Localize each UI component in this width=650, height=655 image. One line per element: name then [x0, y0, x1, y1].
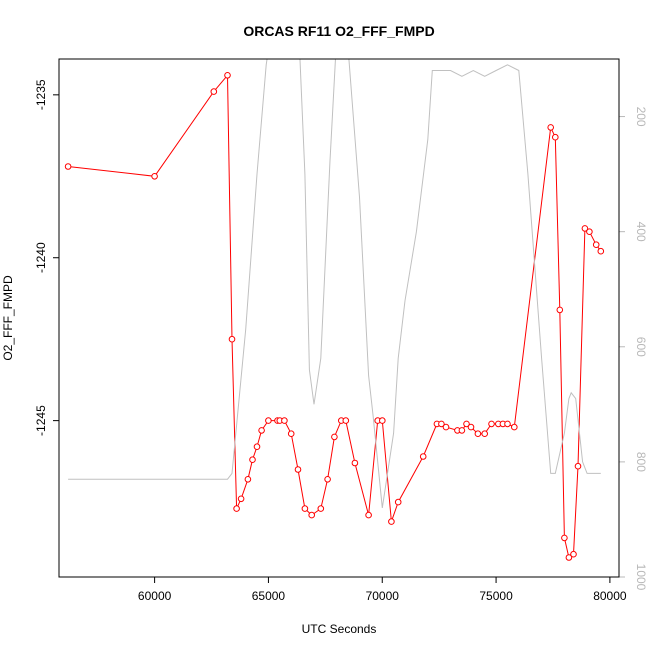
series-0-point-53	[586, 228, 593, 235]
series-0-point-25	[365, 511, 372, 519]
series-0-point-24	[351, 459, 359, 467]
series-0-point-2	[210, 88, 218, 95]
x-tick-label-4: 80000	[593, 589, 627, 603]
series-0-point-17	[301, 505, 309, 512]
series-0-point-50	[570, 550, 577, 558]
chart-title: ORCAS RF11 O2_FFF_FMPD	[243, 23, 434, 39]
series-0-point-38	[474, 430, 482, 438]
series-0-point-44	[511, 423, 518, 431]
series-0-point-47	[556, 306, 564, 314]
series-0-point-32	[438, 420, 445, 428]
series-1-group	[68, 59, 601, 508]
series-0-point-8	[249, 456, 256, 464]
series-0-point-1	[151, 173, 158, 180]
series-0-point-9	[253, 443, 261, 451]
y-tick-label-2: -1245	[34, 405, 48, 436]
series-0-point-28	[388, 518, 395, 525]
series-0-point-16	[294, 466, 302, 473]
series-0-point-15	[287, 430, 295, 438]
series-0-point-30	[419, 453, 427, 460]
series-0-point-4	[228, 335, 236, 343]
series-0-point-3	[224, 72, 231, 79]
series-0-point-7	[244, 476, 252, 483]
series-0-point-39	[481, 430, 489, 438]
series-0-point-54	[592, 241, 600, 248]
series-0-point-29	[394, 498, 402, 506]
y2-tick-label-2: 600	[634, 337, 648, 357]
series-0-point-11	[265, 417, 272, 424]
series-0-point-20	[324, 476, 331, 483]
x-tick-label-3: 75000	[479, 589, 513, 603]
y2-tick-label-4: 1000	[634, 564, 648, 591]
series-0-point-36	[463, 420, 470, 428]
series-0-point-14	[281, 417, 288, 424]
series-layer	[64, 59, 605, 561]
series-1-line	[68, 59, 601, 508]
x-axis-label: UTC Seconds	[302, 622, 377, 636]
series-0-point-37	[467, 423, 475, 431]
series-0-point-33	[442, 423, 450, 431]
series-0-point-21	[331, 433, 338, 441]
series-0-point-5	[233, 505, 240, 512]
series-0-point-27	[379, 417, 386, 424]
y2-tick-label-0: 200	[634, 107, 648, 127]
series-0-point-52	[581, 225, 589, 232]
series-0-point-45	[547, 124, 555, 131]
series-0-point-55	[597, 247, 605, 255]
y2-tick-label-1: 400	[634, 222, 648, 242]
y-tick-label-0: -1235	[34, 79, 48, 110]
series-0-point-19	[317, 505, 325, 512]
series-0-point-23	[342, 417, 350, 424]
series-0-point-48	[561, 534, 568, 542]
y-tick-label-1: -1240	[34, 242, 48, 273]
series-0-point-10	[258, 427, 265, 434]
y2-tick-label-3: 800	[634, 452, 648, 472]
x-tick-label-1: 65000	[252, 589, 286, 603]
series-0-point-51	[574, 462, 582, 470]
series-0-point-0	[64, 163, 72, 170]
series-0-point-46	[552, 133, 559, 141]
x-tick-label-0: 60000	[138, 589, 172, 603]
series-0-point-43	[504, 420, 511, 428]
series-0-point-35	[458, 427, 466, 434]
series-0-point-40	[488, 420, 495, 428]
series-0-group	[64, 72, 605, 561]
plot-frame	[58, 58, 620, 578]
x-tick-label-2: 70000	[366, 589, 400, 603]
series-0-point-6	[237, 495, 245, 503]
y-axis-label: O2_FFF_FMPD	[1, 275, 15, 361]
series-0-point-49	[565, 554, 573, 561]
series-0-point-18	[308, 511, 316, 519]
